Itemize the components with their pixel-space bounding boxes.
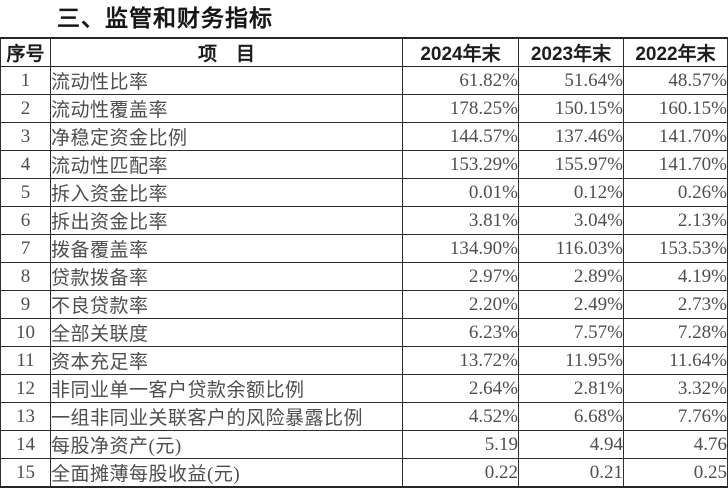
- header-year-2024: 2024年末: [402, 37, 519, 67]
- row-value-2024: 0.01%: [402, 178, 519, 207]
- row-item: 拨备覆盖率: [50, 234, 403, 263]
- header-serial-number: 序号: [0, 37, 51, 67]
- row-serial: 2: [0, 94, 51, 123]
- row-value-2022: 160.15%: [623, 94, 728, 123]
- row-item: 每股净资产(元): [50, 430, 403, 459]
- row-value-2023: 116.03%: [518, 234, 624, 263]
- row-serial: 10: [0, 318, 51, 347]
- table-row: 8 贷款拨备率 2.97% 2.89% 4.19%: [0, 262, 728, 291]
- row-value-2023: 155.97%: [518, 150, 624, 179]
- row-value-2022: 3.32%: [623, 374, 728, 403]
- row-item: 一组非同业关联客户的风险暴露比例: [50, 402, 403, 431]
- table-row: 13 一组非同业关联客户的风险暴露比例 4.52% 6.68% 7.76%: [0, 402, 728, 431]
- row-serial: 3: [0, 122, 51, 151]
- row-value-2023: 2.89%: [518, 262, 624, 291]
- row-value-2022: 48.57%: [623, 66, 728, 95]
- row-value-2022: 7.28%: [623, 318, 728, 347]
- table-row: 11 资本充足率 13.72% 11.95% 11.64%: [0, 346, 728, 375]
- table-row: 4 流动性匹配率 153.29% 155.97% 141.70%: [0, 150, 728, 179]
- row-item: 全面摊薄每股收益(元): [50, 458, 403, 488]
- row-value-2022: 0.26%: [623, 178, 728, 207]
- table-row: 12 非同业单一客户贷款余额比例 2.64% 2.81% 3.32%: [0, 374, 728, 403]
- header-row: 序号 项 目 2024年末 2023年末 2022年末: [0, 37, 728, 67]
- row-value-2022: 2.13%: [623, 206, 728, 235]
- row-item: 流动性匹配率: [50, 150, 403, 179]
- row-value-2023: 150.15%: [518, 94, 624, 123]
- row-value-2024: 61.82%: [402, 66, 519, 95]
- table-row: 14 每股净资产(元) 5.19 4.94 4.76: [0, 430, 728, 459]
- row-value-2023: 7.57%: [518, 318, 624, 347]
- row-value-2022: 2.73%: [623, 290, 728, 319]
- row-value-2024: 13.72%: [402, 346, 519, 375]
- row-value-2022: 153.53%: [623, 234, 728, 263]
- table-row: 15 全面摊薄每股收益(元) 0.22 0.21 0.25: [0, 458, 728, 488]
- row-serial: 6: [0, 206, 51, 235]
- row-serial: 11: [0, 346, 51, 375]
- row-value-2024: 4.52%: [402, 402, 519, 431]
- row-value-2024: 2.64%: [402, 374, 519, 403]
- row-value-2022: 4.76: [623, 430, 728, 459]
- row-value-2024: 6.23%: [402, 318, 519, 347]
- table-row: 6 拆出资金比率 3.81% 3.04% 2.13%: [0, 206, 728, 235]
- row-item: 流动性覆盖率: [50, 94, 403, 123]
- document-page: 三、监管和财务指标 序号 项 目 2024年末 2023年末 2022年末 1 …: [0, 5, 728, 488]
- table-row: 1 流动性比率 61.82% 51.64% 48.57%: [0, 66, 728, 95]
- row-serial: 5: [0, 178, 51, 207]
- row-value-2023: 0.21: [518, 458, 624, 488]
- row-item: 不良贷款率: [50, 290, 403, 319]
- row-item: 流动性比率: [50, 66, 403, 95]
- row-item: 非同业单一客户贷款余额比例: [50, 374, 403, 403]
- row-value-2023: 0.12%: [518, 178, 624, 207]
- row-value-2024: 3.81%: [402, 206, 519, 235]
- row-item: 资本充足率: [50, 346, 403, 375]
- row-serial: 4: [0, 150, 51, 179]
- row-value-2022: 7.76%: [623, 402, 728, 431]
- row-serial: 8: [0, 262, 51, 291]
- row-value-2024: 5.19: [402, 430, 519, 459]
- row-value-2024: 178.25%: [402, 94, 519, 123]
- table-row: 3 净稳定资金比例 144.57% 137.46% 141.70%: [0, 122, 728, 151]
- row-value-2023: 2.81%: [518, 374, 624, 403]
- row-value-2022: 0.25: [623, 458, 728, 488]
- row-item: 全部关联度: [50, 318, 403, 347]
- row-value-2024: 2.20%: [402, 290, 519, 319]
- table-row: 10 全部关联度 6.23% 7.57% 7.28%: [0, 318, 728, 347]
- row-item: 拆入资金比率: [50, 178, 403, 207]
- row-item: 拆出资金比率: [50, 206, 403, 235]
- row-value-2023: 11.95%: [518, 346, 624, 375]
- row-value-2023: 6.68%: [518, 402, 624, 431]
- table-row: 9 不良贷款率 2.20% 2.49% 2.73%: [0, 290, 728, 319]
- row-value-2024: 2.97%: [402, 262, 519, 291]
- table-row: 7 拨备覆盖率 134.90% 116.03% 153.53%: [0, 234, 728, 263]
- indicators-table: 序号 项 目 2024年末 2023年末 2022年末 1 流动性比率 61.8…: [0, 37, 728, 488]
- row-value-2022: 4.19%: [623, 262, 728, 291]
- row-value-2024: 144.57%: [402, 122, 519, 151]
- row-value-2023: 137.46%: [518, 122, 624, 151]
- row-serial: 12: [0, 374, 51, 403]
- table-row: 5 拆入资金比率 0.01% 0.12% 0.26%: [0, 178, 728, 207]
- row-serial: 14: [0, 430, 51, 459]
- row-serial: 13: [0, 402, 51, 431]
- row-item: 净稳定资金比例: [50, 122, 403, 151]
- row-value-2022: 141.70%: [623, 122, 728, 151]
- row-value-2022: 11.64%: [623, 346, 728, 375]
- row-serial: 9: [0, 290, 51, 319]
- row-serial: 1: [0, 66, 51, 95]
- row-value-2024: 134.90%: [402, 234, 519, 263]
- row-value-2024: 153.29%: [402, 150, 519, 179]
- row-serial: 15: [0, 458, 51, 488]
- row-serial: 7: [0, 234, 51, 263]
- header-year-2023: 2023年末: [518, 37, 624, 67]
- row-value-2022: 141.70%: [623, 150, 728, 179]
- row-item: 贷款拨备率: [50, 262, 403, 291]
- row-value-2024: 0.22: [402, 458, 519, 488]
- header-year-2022: 2022年末: [623, 37, 728, 67]
- table-row: 2 流动性覆盖率 178.25% 150.15% 160.15%: [0, 94, 728, 123]
- row-value-2023: 4.94: [518, 430, 624, 459]
- row-value-2023: 2.49%: [518, 290, 624, 319]
- header-item: 项 目: [50, 37, 403, 67]
- section-title: 三、监管和财务指标: [57, 5, 273, 31]
- row-value-2023: 51.64%: [518, 66, 624, 95]
- row-value-2023: 3.04%: [518, 206, 624, 235]
